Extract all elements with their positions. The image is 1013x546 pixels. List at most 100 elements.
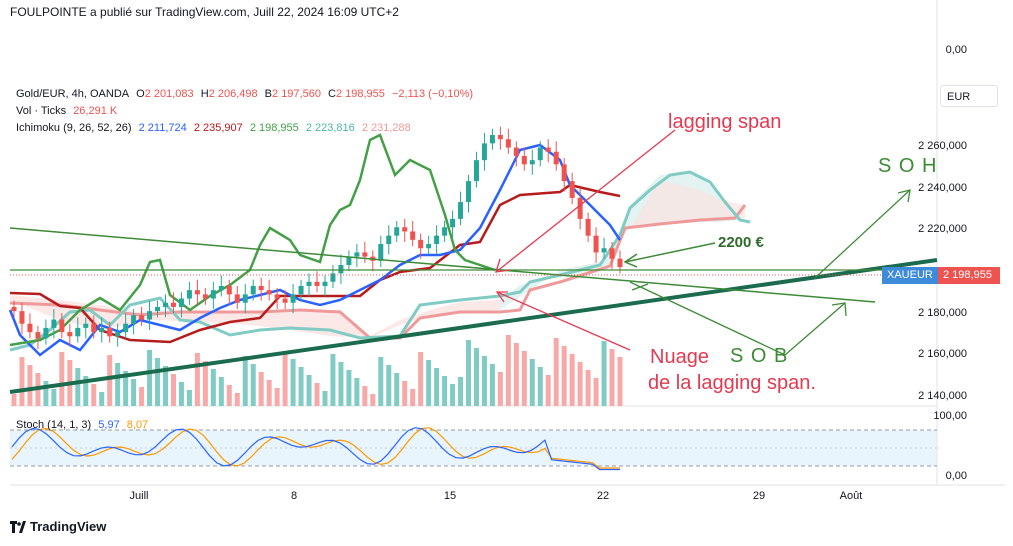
volume-bar <box>258 372 264 406</box>
candle-body <box>466 181 471 203</box>
soh-target-arrowhead <box>897 189 911 203</box>
volume-bar <box>131 379 137 406</box>
price-label-2160: 2 160,000 <box>918 348 967 360</box>
volume-bar <box>442 376 448 406</box>
volume-bar <box>521 351 527 406</box>
candle-body <box>131 315 137 324</box>
nuage-arrowhead <box>495 291 508 303</box>
volume-bar <box>147 350 153 406</box>
candle-body <box>458 202 464 219</box>
volume-bar <box>194 353 200 406</box>
candle-body <box>338 265 344 274</box>
volume-bar <box>170 374 176 406</box>
candle-body <box>234 294 240 303</box>
price-label-2260: 2 260,000 <box>918 140 967 152</box>
ichimoku-senkou-a-value: 2 223,816 <box>305 122 355 134</box>
level-2200-arrowhead <box>623 253 638 268</box>
volume-bar <box>553 338 559 406</box>
candle-body <box>434 235 440 245</box>
volume-bar <box>11 394 17 406</box>
time-label-29: 29 <box>752 490 766 502</box>
stoch-axis-100: 100,00 <box>933 410 967 422</box>
volume-bar <box>346 370 352 406</box>
stoch-band <box>10 430 937 466</box>
volume-bar <box>218 377 224 406</box>
stoch-legend: Stoch (14, 1, 3) 5,97 8,07 <box>16 419 152 431</box>
volume-bar <box>466 340 471 406</box>
candle-body <box>115 332 121 337</box>
stoch-k-value: 5,97 <box>98 419 120 431</box>
currency-selector[interactable]: EUR <box>940 85 998 107</box>
volume-bar <box>155 358 161 406</box>
volume-bar <box>426 360 432 406</box>
volume-bar <box>609 349 615 406</box>
time-label-juill: Juill <box>129 490 149 502</box>
candle-body <box>553 151 559 165</box>
volume-bar <box>434 368 440 406</box>
candle-body <box>481 143 487 161</box>
annotation-lagging-cloud: de la lagging span. <box>648 372 816 394</box>
volume-bar <box>402 381 408 406</box>
candle-body <box>489 135 495 144</box>
volume-bar <box>545 375 551 406</box>
volume-bar <box>450 384 456 406</box>
volume-bar <box>593 378 599 406</box>
candle-body <box>43 327 49 339</box>
price-label-2180: 2 180,000 <box>918 307 967 319</box>
volume-bar <box>202 361 208 406</box>
candle-body <box>186 290 192 299</box>
volume-bar <box>386 365 392 406</box>
candle-body <box>282 298 288 303</box>
volume-label: Vol · Ticks <box>16 105 67 117</box>
symbol-legend: Gold/EUR, 4h, OANDA O2 201,083 H2 206,49… <box>16 88 477 100</box>
candle-body <box>378 244 384 261</box>
candle-body <box>139 315 145 320</box>
price-label-2140: 2 140,000 <box>918 390 967 402</box>
candle-body <box>298 285 304 295</box>
tradingview-footer[interactable]: TradingView <box>10 519 106 534</box>
candle-body <box>314 281 320 286</box>
volume-bar <box>298 367 304 406</box>
close-label: C <box>328 88 336 100</box>
volume-bar <box>505 335 511 406</box>
open-value: 2 201,083 <box>144 88 194 100</box>
tradingview-logo-icon <box>10 520 26 533</box>
volume-bar <box>322 391 328 406</box>
volume-bar <box>617 357 623 406</box>
stoch-k-line <box>11 427 620 471</box>
ichimoku-senkou-b-value: 2 231,288 <box>361 122 411 134</box>
candle-body <box>442 227 448 236</box>
stoch-axis-0: 0,00 <box>945 470 967 482</box>
candle-body <box>11 306 17 312</box>
annotation-sob: S O B <box>730 345 789 367</box>
volume-bar <box>266 380 272 406</box>
volume-bar <box>529 359 535 406</box>
volume-bar <box>513 343 519 406</box>
chikou-span-line <box>9 133 496 347</box>
lagging-span-arrow <box>495 129 676 273</box>
candle-body <box>402 227 408 232</box>
candle-body <box>505 139 511 148</box>
sob-pointer <box>631 283 649 291</box>
candle-body <box>473 160 479 182</box>
low-value: 2 197,560 <box>272 88 321 100</box>
close-value: 2 198,955 <box>335 88 385 100</box>
volume-bar <box>59 352 65 406</box>
volume-bar <box>115 363 121 406</box>
volume-bar <box>362 386 368 406</box>
annotation-lagging-span: lagging span <box>668 111 782 133</box>
volume-bar <box>473 348 479 406</box>
kijun-sen-line <box>9 183 621 344</box>
tradingview-brand: TradingView <box>30 519 107 534</box>
volume-bar <box>354 378 360 406</box>
candle-body <box>99 327 105 333</box>
volume-bar <box>330 354 336 406</box>
candle-body <box>59 319 65 333</box>
candle-body <box>194 290 200 295</box>
ichimoku-kijun-value: 2 235,907 <box>193 122 243 134</box>
candle-body <box>290 294 296 303</box>
volume-bar <box>250 364 256 406</box>
candle-body <box>210 290 216 299</box>
candle-body <box>27 323 33 333</box>
